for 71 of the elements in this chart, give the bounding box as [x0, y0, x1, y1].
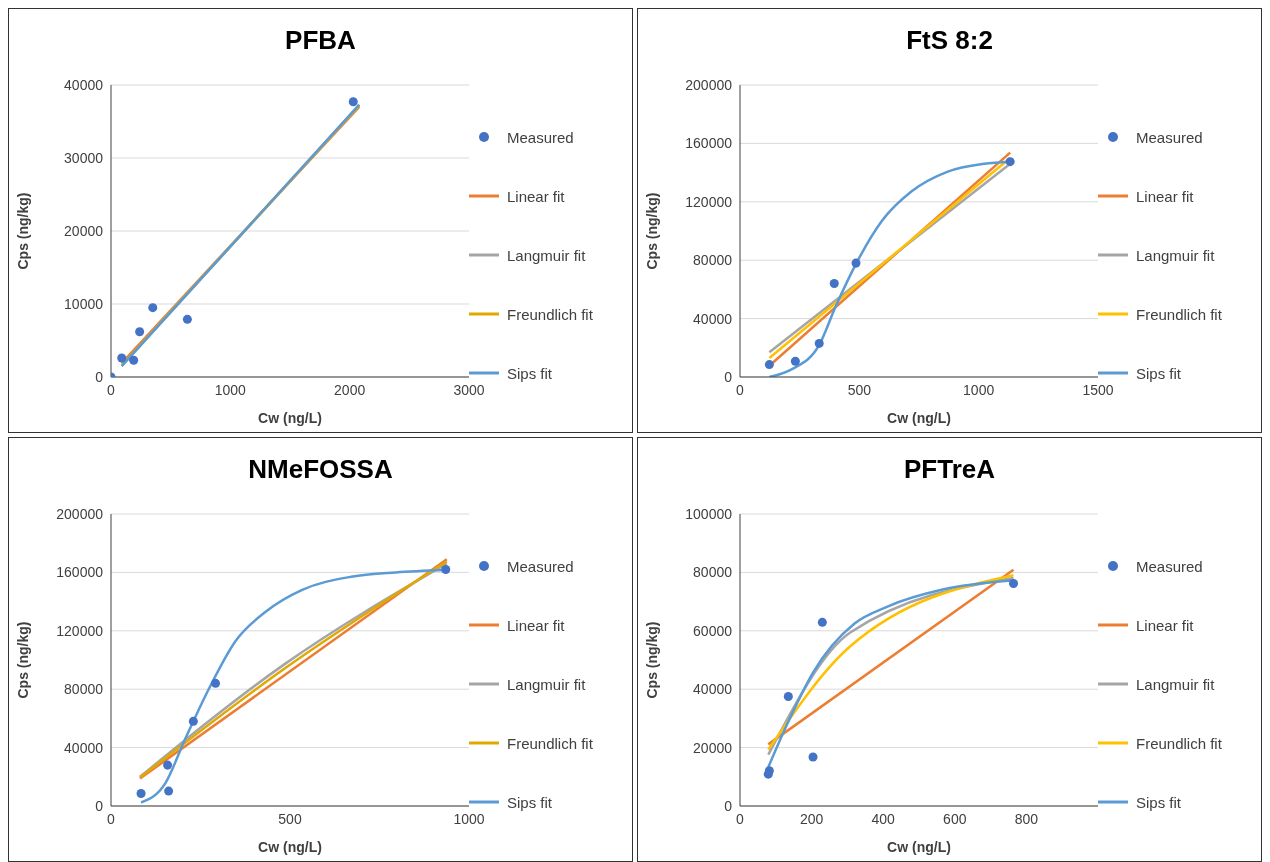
x-tick-label: 1000: [214, 381, 247, 398]
y-tick-label: 30000: [64, 149, 104, 166]
y-tick-label: 60000: [693, 622, 733, 639]
y-tick-label: 0: [724, 368, 733, 385]
y-tick-label: 40000: [64, 76, 104, 93]
x-tick-label: 500: [847, 381, 872, 398]
y-tick-label: 0: [724, 797, 733, 814]
x-axis-title: Cw (ng/L): [887, 410, 951, 426]
legend-label: Langmuir fit: [507, 675, 586, 693]
x-tick-label: 200: [799, 810, 824, 827]
legend-label: Linear fit: [507, 187, 565, 205]
chart-title: NMeFOSSA: [247, 453, 394, 486]
y-axis-title: Cps (ng/kg): [14, 192, 31, 270]
x-axis-title: Cw (ng/L): [258, 839, 322, 855]
x-axis-title: Cw (ng/L): [258, 410, 322, 426]
y-tick-label: 20000: [693, 739, 733, 756]
legend-label: Linear fit: [1136, 616, 1194, 634]
x-tick-label: 400: [871, 810, 896, 827]
legend-label: Freundlich fit: [507, 305, 593, 323]
x-tick-label: 0: [736, 381, 745, 398]
x-tick-label: 1000: [963, 381, 995, 398]
y-tick-label: 200000: [685, 76, 733, 93]
legend-label: Sips fit: [1136, 793, 1182, 811]
legend-label: Measured: [1136, 128, 1203, 146]
legend-label: Freundlich fit: [507, 734, 593, 752]
y-tick-label: 0: [95, 368, 104, 385]
y-tick-label: 10000: [64, 295, 104, 312]
y-tick-label: 100000: [685, 505, 733, 522]
y-tick-label: 200000: [56, 505, 104, 522]
legend-label: Freundlich fit: [1136, 305, 1222, 323]
y-tick-label: 160000: [56, 564, 104, 581]
legend-label: Measured: [1136, 557, 1203, 575]
x-tick-label: 1000: [453, 810, 485, 827]
x-tick-label: 0: [736, 810, 745, 827]
legend-label: Sips fit: [507, 364, 553, 382]
x-tick-label: 500: [278, 810, 302, 827]
y-tick-label: 40000: [693, 310, 733, 327]
y-tick-label: 120000: [685, 193, 733, 210]
chart-title: FtS 8:2: [905, 24, 994, 57]
legend-label: Langmuir fit: [507, 246, 586, 264]
legend-label: Measured: [507, 128, 574, 146]
legend-label: Freundlich fit: [1136, 734, 1222, 752]
x-tick-label: 0: [107, 810, 116, 827]
y-tick-label: 160000: [685, 135, 733, 152]
x-tick-label: 800: [1014, 810, 1039, 827]
x-tick-label: 1500: [1082, 381, 1114, 398]
y-axis-title: Cps (ng/kg): [14, 621, 31, 699]
chart-title: PFBA: [284, 24, 357, 57]
x-tick-label: 600: [943, 810, 967, 827]
x-tick-label: 0: [107, 381, 116, 398]
legend-label: Langmuir fit: [1136, 675, 1215, 693]
y-tick-label: 40000: [693, 681, 733, 698]
y-axis-title: Cps (ng/kg): [643, 192, 660, 270]
y-tick-label: 120000: [56, 622, 104, 639]
y-tick-label: 80000: [693, 564, 733, 581]
x-axis-title: Cw (ng/L): [887, 839, 951, 855]
x-tick-label: 2000: [334, 381, 366, 398]
legend-label: Measured: [507, 557, 574, 575]
y-tick-label: 80000: [64, 681, 104, 698]
y-tick-label: 20000: [64, 222, 104, 239]
legend-label: Linear fit: [1136, 187, 1194, 205]
legend-label: Langmuir fit: [1136, 246, 1215, 264]
y-tick-label: 80000: [693, 252, 733, 269]
y-tick-label: 40000: [64, 739, 104, 756]
legend-label: Sips fit: [1136, 364, 1182, 382]
legend-label: Sips fit: [507, 793, 553, 811]
x-tick-label: 3000: [453, 381, 485, 398]
legend-label: Linear fit: [507, 616, 565, 634]
chart-title: PFTreA: [903, 453, 996, 486]
y-tick-label: 0: [95, 797, 104, 814]
y-axis-title: Cps (ng/kg): [643, 621, 660, 699]
